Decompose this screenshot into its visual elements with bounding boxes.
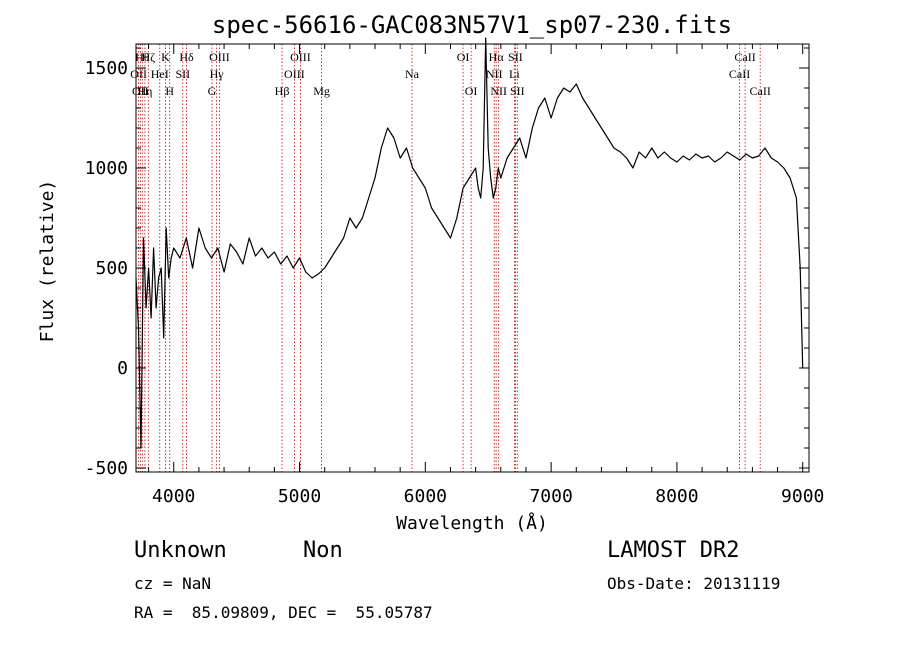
y-tick-label: 1500 [85, 58, 128, 79]
line-marker-labels: OIIOIIHθHηHζHeIKHSIIHδGHγOIIIHβOIIIOIIIM… [130, 50, 771, 98]
line-marker-label: K [161, 50, 170, 64]
y-axis-ticks: -500 0 500 1000 1500 [85, 47, 809, 479]
line-marker-label: Hζ [142, 50, 156, 64]
line-marker-label: OI [457, 50, 470, 64]
line-markers [138, 44, 761, 472]
line-marker-label: Li [509, 67, 520, 81]
x-tick-label: 6000 [404, 486, 447, 507]
line-marker-label: SII [508, 50, 523, 64]
line-marker-label: OIII [284, 67, 305, 81]
line-marker-label: OIII [290, 50, 311, 64]
line-marker-label: Mg [313, 84, 330, 98]
spectrum-line [135, 37, 804, 449]
object-class: Unknown [134, 538, 227, 563]
y-tick-label: 1000 [85, 158, 128, 179]
plot-frame [135, 43, 810, 473]
line-marker-label: Hδ [179, 50, 194, 64]
line-marker-label: Hα [489, 50, 505, 64]
line-marker-label: CaII [729, 67, 750, 81]
line-marker-label: H [165, 84, 174, 98]
line-marker-label: Hη [137, 84, 152, 98]
line-marker-label: G [208, 84, 217, 98]
x-tick-label: 5000 [278, 486, 321, 507]
line-marker-label: Na [405, 67, 420, 81]
line-marker-label: HeI [151, 67, 169, 81]
line-marker-label: OII [130, 67, 147, 81]
line-marker-label: CaII [734, 50, 755, 64]
line-marker-label: NII [486, 67, 503, 81]
chart-title: spec-56616-GAC083N57V1_sp07-230.fits [212, 11, 732, 39]
x-tick-label: 4000 [152, 486, 195, 507]
x-axis-ticks: 4000 5000 6000 7000 8000 9000 [148, 44, 824, 507]
y-tick-label: -500 [85, 458, 128, 479]
y-tick-label: 0 [117, 358, 128, 379]
coordinates-text: RA = 85.09809, DEC = 55.05787 [134, 603, 433, 622]
line-marker-label: SII [175, 67, 190, 81]
line-marker-label: OI [465, 84, 478, 98]
x-tick-label: 8000 [655, 486, 698, 507]
line-marker-label: SII [510, 84, 525, 98]
line-marker-label: Hβ [275, 84, 290, 98]
line-marker-label: NII [490, 84, 507, 98]
y-axis-label: Flux (relative) [37, 180, 58, 343]
x-tick-label: 9000 [781, 486, 824, 507]
x-tick-label: 7000 [529, 486, 572, 507]
line-marker-label: Hθ [135, 50, 150, 64]
line-marker-label: Hγ [210, 67, 225, 81]
y-tick-label: 500 [95, 258, 128, 279]
object-subclass: Non [303, 538, 343, 563]
obs-date: Obs-Date: 20131119 [607, 574, 781, 593]
line-marker-label: OIII [209, 50, 230, 64]
redshift-text: cz = NaN [134, 574, 212, 593]
line-marker-label: CaII [750, 84, 771, 98]
survey-label: LAMOST DR2 [607, 538, 740, 563]
x-axis-label: Wavelength (Å) [396, 512, 548, 534]
